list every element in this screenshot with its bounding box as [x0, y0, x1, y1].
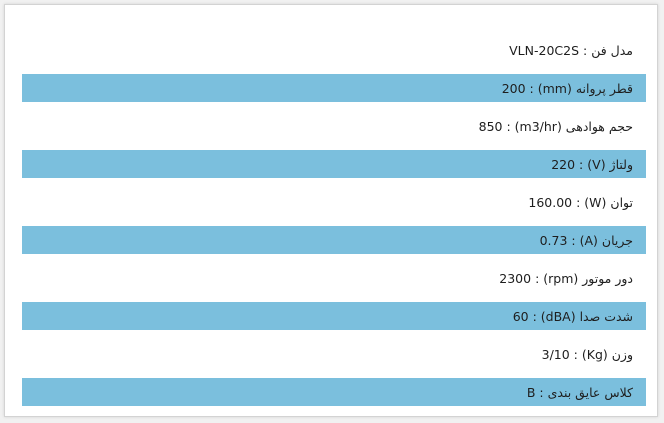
- spec-model-text: مدل فن : VLN-20C2S: [509, 42, 633, 58]
- spec-impeller-diameter-text: قطر پروانه (mm) : 200: [501, 80, 633, 96]
- spec-row-motor-speed: دور موتور (rpm) : 2300: [22, 259, 646, 297]
- spec-row-model: مدل فن : VLN-20C2S: [22, 31, 646, 69]
- spec-sound-level-text: شدت صدا (dBA) : 60: [512, 308, 633, 324]
- spec-weight-text: وزن (Kg) : 3/10: [541, 346, 633, 362]
- spec-airflow-text: حجم هوادهی (m3/hr) : 850: [478, 118, 633, 134]
- spec-row-insulation-class: کلاس عایق بندی : B: [22, 378, 646, 406]
- spec-row-impeller-diameter: قطر پروانه (mm) : 200: [22, 74, 646, 102]
- spec-voltage-text: ولتاژ (V) : 220: [551, 156, 633, 172]
- spec-motor-speed-text: دور موتور (rpm) : 2300: [499, 270, 633, 286]
- spec-row-weight: وزن (Kg) : 3/10: [22, 335, 646, 373]
- specs-list: مدل فن : VLN-20C2S قطر پروانه (mm) : 200…: [22, 31, 646, 411]
- spec-row-power: توان (W) : 160.00: [22, 183, 646, 221]
- spec-row-current: جریان (A) : 0.73: [22, 226, 646, 254]
- spec-row-sound-level: شدت صدا (dBA) : 60: [22, 302, 646, 330]
- specs-card: مدل فن : VLN-20C2S قطر پروانه (mm) : 200…: [4, 4, 658, 417]
- spec-row-voltage: ولتاژ (V) : 220: [22, 150, 646, 178]
- spec-power-text: توان (W) : 160.00: [528, 194, 633, 210]
- spec-row-airflow: حجم هوادهی (m3/hr) : 850: [22, 107, 646, 145]
- spec-current-text: جریان (A) : 0.73: [539, 232, 633, 248]
- spec-insulation-class-text: کلاس عایق بندی : B: [526, 384, 633, 400]
